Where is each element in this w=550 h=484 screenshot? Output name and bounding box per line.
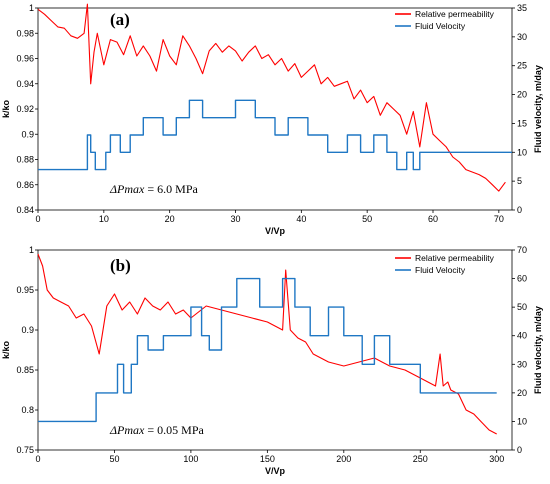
y-tick-label: 1 bbox=[29, 3, 34, 13]
y-tick-label: 0.86 bbox=[16, 180, 34, 190]
y2-tick-label: 60 bbox=[517, 274, 527, 284]
y-tick-label: 0.9 bbox=[21, 325, 34, 335]
plot-frame bbox=[37, 7, 513, 211]
y-axis-label: k/ko bbox=[1, 340, 11, 359]
y-tick-label: 0.96 bbox=[16, 54, 34, 64]
x-tick-label: 10 bbox=[99, 214, 109, 224]
y2-tick-label: 35 bbox=[517, 3, 527, 13]
legend-label: Relative permeability bbox=[415, 9, 495, 19]
x-tick-label: 70 bbox=[494, 214, 504, 224]
chart-panel-a: 0 10 20 30 40 50 60 700.840.860.880.90.920.940.… bbox=[1, 3, 543, 236]
x-tick-label: 200 bbox=[336, 454, 351, 464]
x-tick-label: 40 bbox=[296, 214, 306, 224]
y2-tick-label: 20 bbox=[517, 388, 527, 398]
y-tick-label: 0.88 bbox=[16, 155, 34, 165]
x-axis-label: V/Vp bbox=[265, 226, 286, 236]
y-tick-label: 0.92 bbox=[16, 104, 34, 114]
y-tick-label: 0.94 bbox=[16, 79, 34, 89]
relative-permeability-line bbox=[37, 3, 506, 192]
x-tick-label: 20 bbox=[165, 214, 175, 224]
y2-tick-label: 30 bbox=[517, 32, 527, 42]
y2-tick-label: 25 bbox=[517, 61, 527, 71]
panel-label: (a) bbox=[110, 10, 130, 29]
pressure-annotation: ΔPmax = 6.0 MPa bbox=[109, 182, 198, 196]
y2-axis-label: Fluid velocity, m/day bbox=[533, 306, 543, 394]
y2-tick-label: 20 bbox=[517, 90, 527, 100]
y2-tick-label: 10 bbox=[517, 147, 527, 157]
y2-tick-label: 0 bbox=[517, 205, 522, 215]
pressure-annotation: ΔPmax = 0.05 MPa bbox=[109, 423, 204, 437]
y2-tick-label: 15 bbox=[517, 118, 527, 128]
relative-permeability-line bbox=[37, 253, 497, 435]
x-tick-label: 0 bbox=[35, 214, 40, 224]
legend-label: Fluid Velocity bbox=[415, 21, 466, 31]
y-tick-label: 0.84 bbox=[16, 205, 34, 215]
legend-label: Fluid Velocity bbox=[415, 265, 466, 275]
y-tick-label: 1 bbox=[29, 245, 34, 255]
y-tick-label: 0.98 bbox=[16, 28, 34, 38]
y-tick-label: 0.95 bbox=[16, 285, 34, 295]
y2-tick-label: 70 bbox=[517, 245, 527, 255]
x-tick-label: 60 bbox=[428, 214, 438, 224]
y2-tick-label: 50 bbox=[517, 302, 527, 312]
fluid-velocity-line bbox=[38, 277, 497, 423]
y2-tick-label: 30 bbox=[517, 359, 527, 369]
y-tick-label: 0.85 bbox=[16, 365, 34, 375]
legend-label: Relative permeability bbox=[415, 253, 495, 263]
y-axis-label: k/ko bbox=[1, 99, 11, 118]
y2-tick-label: 0 bbox=[517, 445, 522, 455]
x-tick-label: 100 bbox=[183, 454, 198, 464]
y2-tick-label: 5 bbox=[517, 176, 522, 186]
y2-tick-label: 10 bbox=[517, 416, 527, 426]
fluid-velocity-line bbox=[38, 99, 512, 171]
x-tick-label: 150 bbox=[260, 454, 275, 464]
y-tick-label: 0.9 bbox=[21, 129, 34, 139]
chart-panel-b: 0 50 100 150 200 250 3000.750.80.850.90.951010… bbox=[1, 245, 543, 476]
x-axis-label: V/Vp bbox=[265, 466, 286, 476]
panel-label: (b) bbox=[110, 256, 131, 275]
x-tick-label: 30 bbox=[230, 214, 240, 224]
y-tick-label: 0.8 bbox=[21, 405, 34, 415]
x-tick-label: 0 bbox=[35, 454, 40, 464]
y2-tick-label: 40 bbox=[517, 331, 527, 341]
x-tick-label: 300 bbox=[489, 454, 504, 464]
x-tick-label: 50 bbox=[362, 214, 372, 224]
x-tick-label: 50 bbox=[109, 454, 119, 464]
y2-axis-label: Fluid velocity, m/day bbox=[533, 65, 543, 153]
y-tick-label: 0.75 bbox=[16, 445, 34, 455]
plot-frame bbox=[37, 249, 513, 451]
x-tick-label: 250 bbox=[413, 454, 428, 464]
